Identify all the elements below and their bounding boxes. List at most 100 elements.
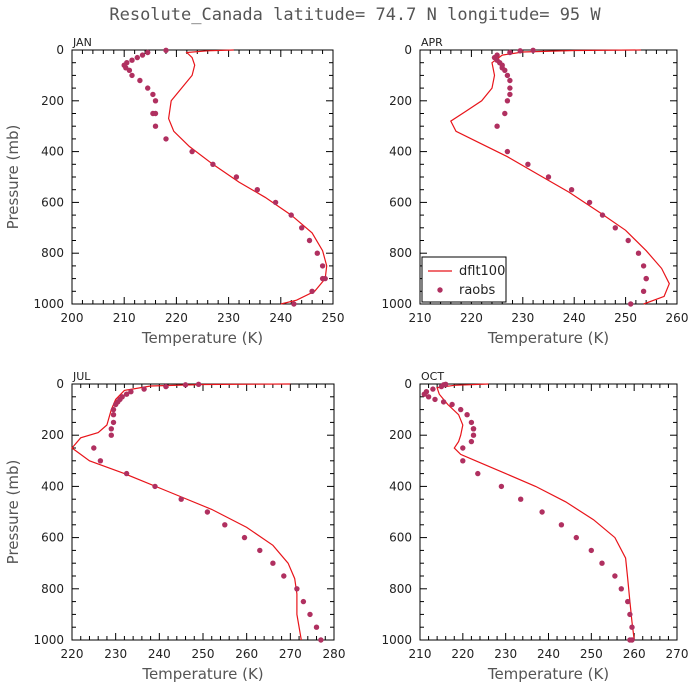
raobs-point	[137, 77, 143, 84]
raobs-point	[504, 148, 511, 155]
raobs-point	[507, 77, 513, 84]
y-tick-label: 1000	[33, 633, 64, 647]
raobs-point	[612, 573, 618, 579]
raobs-point	[618, 586, 624, 592]
raobs-point	[110, 412, 117, 418]
raobs-point	[588, 547, 594, 554]
x-tick-label: 240	[148, 647, 171, 661]
raobs-point	[129, 57, 135, 63]
raobs-point	[625, 237, 631, 244]
raobs-point	[502, 67, 508, 74]
panel-label-jan: JAN	[72, 36, 92, 49]
raobs-point	[504, 72, 511, 79]
raobs-point	[126, 67, 133, 74]
y-tick-label: 0	[56, 43, 64, 57]
x-tick-label: 260	[235, 647, 258, 661]
figure-title: Resolute_Canada latitude= 74.7 N longitu…	[109, 5, 601, 25]
panel-oct: 210 220 230 240 250 260 270 0 200 400 600 800 1000 OC…	[381, 370, 688, 683]
x-tick-label: 230	[217, 311, 240, 325]
raobs-point	[635, 250, 642, 256]
y-tick-label: 600	[41, 195, 64, 209]
x-tick-label: 260	[666, 311, 689, 325]
x-tick-label: 220	[61, 647, 84, 661]
x-tick-label: 210	[113, 311, 136, 325]
raobs-point	[307, 611, 313, 618]
raobs-point	[440, 399, 447, 405]
raobs-point	[430, 386, 436, 392]
x-tick-label: 220	[460, 311, 483, 325]
raobs-point	[468, 419, 475, 426]
panel-jan: 200 210 220 230 240 250 0 200 400 600 800 1000 JAN Te…	[4, 36, 344, 347]
raobs-point	[458, 406, 464, 413]
y-tick-label: 800	[41, 582, 64, 596]
raobs-point	[281, 573, 287, 579]
raobs-point	[309, 288, 315, 294]
raobs-point	[586, 199, 593, 206]
x-tick-label: 200	[61, 311, 84, 325]
raobs-point	[494, 123, 500, 129]
raobs-point	[438, 383, 445, 390]
raobs-point	[288, 212, 294, 218]
raobs-point	[507, 49, 513, 56]
y-tick-label: 400	[41, 479, 64, 493]
x-tick-label: 240	[563, 311, 586, 325]
raobs-point	[257, 547, 263, 554]
raobs-point	[314, 250, 320, 256]
raobs-point	[449, 401, 455, 408]
raobs-point	[123, 470, 130, 477]
raobs-point	[204, 509, 211, 515]
raobs-point	[91, 445, 97, 451]
y-tick-label: 200	[389, 428, 412, 442]
model-line-oct	[436, 383, 635, 641]
y-tick-label: 400	[389, 479, 412, 493]
raobs-point	[294, 586, 300, 592]
x-tick-label: 230	[104, 647, 127, 661]
raobs-point	[300, 598, 307, 605]
raobs-point	[627, 637, 633, 643]
raobs-point	[108, 426, 115, 432]
raobs-point	[178, 496, 184, 502]
raobs-point	[270, 560, 276, 566]
model-line-jan	[167, 49, 328, 305]
y-tick-label: 600	[389, 195, 412, 209]
y-tick-label: 1000	[33, 297, 64, 311]
y-axis-label: Pressure (mb)	[4, 125, 22, 230]
y-tick-label: 800	[389, 246, 412, 260]
raobs-point	[241, 534, 248, 541]
raobs-point	[502, 110, 508, 117]
panel-label-oct: OCT	[421, 370, 444, 383]
raobs-point	[152, 483, 158, 490]
x-axis-label: Temperature (K)	[487, 329, 609, 347]
raobs-point	[599, 212, 606, 218]
x-tick-label: 210	[409, 311, 432, 325]
raobs-point	[129, 72, 135, 79]
legend: dflt100 raobs	[421, 256, 507, 303]
legend-model-label: dflt100	[459, 264, 505, 279]
y-tick-label: 600	[389, 531, 412, 545]
raobs-point	[110, 419, 117, 426]
raobs-point	[517, 48, 523, 54]
raobs-point	[640, 288, 647, 294]
raobs-point	[507, 85, 513, 91]
raobs-point	[470, 426, 477, 432]
x-axis-label: Temperature (K)	[141, 329, 263, 347]
raobs-point	[460, 445, 466, 451]
x-tick-label: 260	[623, 647, 646, 661]
raobs-point	[460, 458, 466, 464]
raobs-point	[189, 148, 195, 155]
raobs-point	[272, 199, 279, 206]
x-tick-label: 220	[165, 311, 188, 325]
raobs-point	[464, 412, 470, 418]
raobs-point	[319, 263, 326, 269]
raobs-point	[432, 396, 438, 403]
x-tick-label: 240	[537, 647, 560, 661]
x-axis-label: Temperature (K)	[487, 665, 609, 683]
x-tick-label: 250	[322, 311, 345, 325]
x-tick-label: 250	[614, 311, 637, 325]
y-tick-label: 0	[404, 43, 412, 57]
x-tick-label: 280	[323, 647, 346, 661]
plot-frame-oct	[419, 383, 678, 641]
raobs-point	[150, 91, 156, 98]
raobs-point	[195, 381, 202, 387]
raobs-point	[299, 225, 305, 231]
